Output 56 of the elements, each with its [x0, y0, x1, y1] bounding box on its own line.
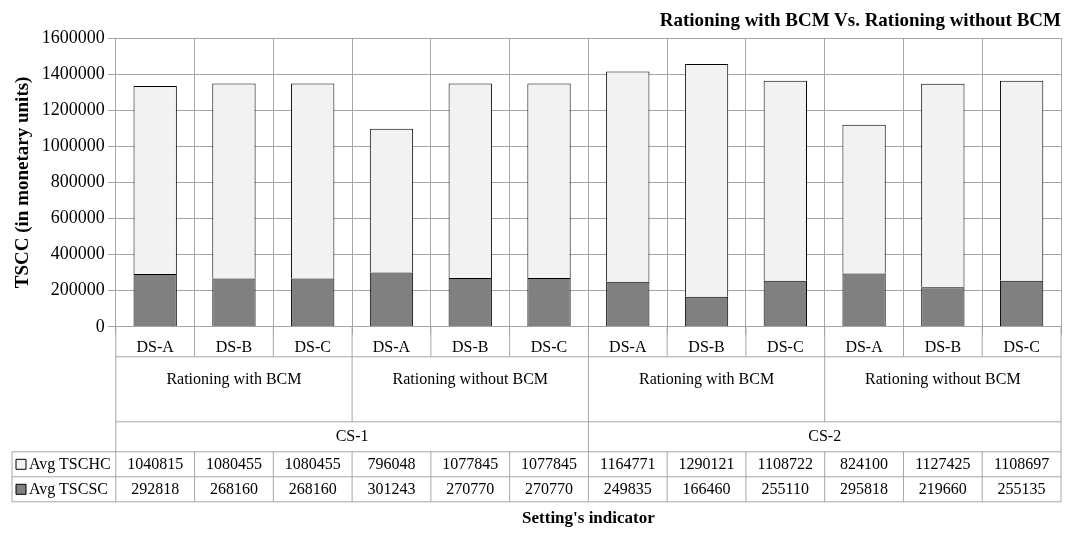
text: CS-1 [335, 427, 369, 444]
text: Rationing with BCM [638, 369, 775, 388]
y-tick-label: 1000000 [41, 135, 105, 156]
data-label: 1108697 [993, 454, 1050, 472]
chart-title: Rationing with BCM Vs. Rationing without BCM [659, 9, 1062, 31]
data-label: 824100 [840, 454, 889, 472]
y-tick-label: 600000 [50, 207, 105, 228]
text: Rationing with BCM [166, 369, 302, 388]
data-label: 1290121 [678, 454, 735, 472]
y-tick-label: 1400000 [41, 62, 105, 83]
x-tick-label: DS-B [215, 337, 253, 355]
y-tick-label: 400000 [50, 243, 105, 264]
data-label: 219660 [918, 479, 967, 497]
data-label: 270770 [525, 479, 574, 497]
x-tick-label: DS-C [294, 337, 331, 355]
x-tick-label: DS-A [372, 337, 411, 355]
x-tick-label: DS-C [1003, 337, 1040, 355]
data-label: 249835 [603, 479, 652, 497]
data-label: 268160 [209, 479, 258, 497]
y-tick-label: 1600000 [41, 26, 105, 47]
data-label: 255135 [997, 479, 1046, 497]
text: Rationing without BCM [392, 369, 549, 388]
data-label: 270770 [446, 479, 495, 497]
data-label: 1077845 [521, 454, 578, 472]
data-label: 1164771 [600, 454, 656, 472]
y-axis-title: TSCC (in monetary units) [11, 76, 34, 289]
y-tick-label: 0 [95, 315, 105, 336]
x-tick-label: DS-C [767, 337, 804, 355]
data-label: 268160 [288, 479, 337, 497]
y-tick-label: 800000 [50, 171, 105, 192]
data-label: 1127425 [915, 454, 971, 472]
data-label: 292818 [131, 479, 180, 497]
y-tick-label: 200000 [50, 279, 105, 300]
x-tick-label: DS-B [452, 337, 489, 355]
y-tick-label: 1200000 [41, 98, 105, 119]
data-label: 295818 [840, 479, 889, 497]
text: Rationing without BCM [865, 369, 1021, 388]
data-label: 1077845 [442, 454, 499, 472]
data-label: 1080455 [284, 454, 341, 472]
legend-label: Avg TSCSC [29, 479, 108, 498]
x-tick-label: DS-C [530, 337, 568, 355]
x-tick-label: DS-B [688, 337, 725, 355]
x-tick-label: DS-A [609, 337, 647, 355]
legend-label: Avg TSCHC [29, 454, 111, 473]
data-label: 255110 [761, 479, 810, 497]
data-label: 1108722 [757, 454, 814, 472]
x-tick-label: DS-B [924, 337, 962, 355]
data-label: 301243 [367, 479, 416, 497]
text: Setting's indicator [522, 507, 656, 527]
x-tick-label: DS-A [136, 337, 175, 355]
x-tick-label: DS-A [845, 337, 884, 355]
text: CS-2 [808, 427, 842, 444]
data-label: 1040815 [127, 454, 184, 472]
data-label: 1080455 [205, 454, 262, 472]
data-label: 166460 [682, 479, 731, 497]
data-label: 796048 [367, 454, 416, 472]
